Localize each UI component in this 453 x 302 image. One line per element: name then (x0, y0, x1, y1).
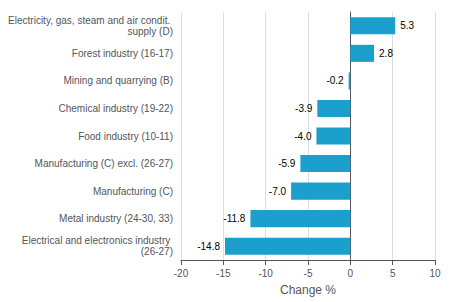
svg-text:0: 0 (348, 268, 354, 279)
svg-text:-14.8: -14.8 (197, 241, 220, 252)
svg-text:-4.0: -4.0 (294, 131, 312, 142)
svg-text:(26-27): (26-27) (141, 246, 173, 257)
svg-text:Change %: Change % (280, 283, 336, 297)
svg-text:-7.0: -7.0 (269, 186, 287, 197)
svg-text:-5: -5 (304, 268, 313, 279)
svg-text:Forest industry (16-17): Forest industry (16-17) (72, 48, 173, 59)
svg-text:Manufacturing (C) excl. (26-27: Manufacturing (C) excl. (26-27) (35, 158, 173, 169)
svg-text:5: 5 (390, 268, 396, 279)
svg-text:-11.8: -11.8 (223, 213, 245, 224)
svg-text:Electricity, gas, steam and ai: Electricity, gas, steam and air condit. (8, 15, 173, 26)
svg-text:Food industry (10-11): Food industry (10-11) (78, 131, 173, 142)
svg-text:-10: -10 (258, 268, 273, 279)
svg-text:-20: -20 (174, 268, 189, 279)
svg-text:-0.2: -0.2 (326, 75, 344, 86)
svg-text:Manufacturing (C): Manufacturing (C) (93, 186, 173, 197)
svg-text:-15: -15 (216, 268, 231, 279)
svg-text:-3.9: -3.9 (295, 103, 313, 114)
svg-text:Chemical industry (19-22): Chemical industry (19-22) (59, 103, 174, 114)
svg-text:supply (D): supply (D) (127, 26, 173, 37)
svg-text:10: 10 (429, 268, 441, 279)
svg-text:2.8: 2.8 (379, 48, 393, 59)
svg-text:-5.9: -5.9 (278, 158, 296, 169)
svg-text:Electrical and electronics ind: Electrical and electronics industry (22, 235, 173, 246)
svg-text:5.3: 5.3 (400, 20, 414, 31)
svg-text:Metal industry (24-30, 33): Metal industry (24-30, 33) (59, 213, 173, 224)
svg-text:Mining and quarrying (B): Mining and quarrying (B) (64, 75, 174, 86)
